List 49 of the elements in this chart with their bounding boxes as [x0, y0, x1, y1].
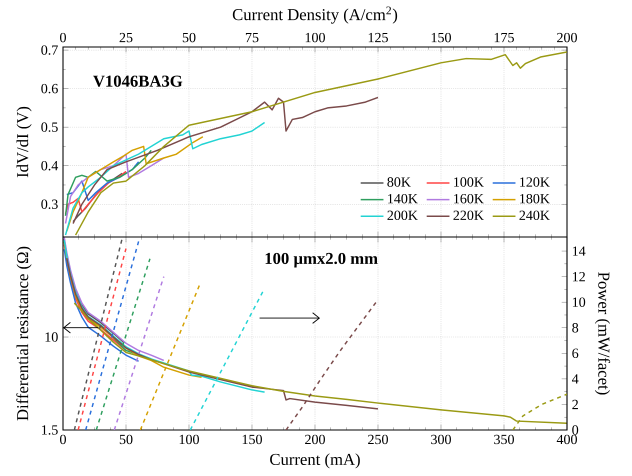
x2-tick-label: 150	[432, 32, 451, 42]
y-tick-label: 0.3	[41, 199, 58, 209]
legend-label: 200K	[387, 210, 418, 220]
y2-tick-label: 4	[572, 374, 578, 384]
x-tick-label: 300	[431, 434, 451, 444]
x-tick-label: 400	[556, 434, 577, 444]
x-tick-label: 350	[494, 434, 514, 444]
legend-label: 100K	[454, 177, 484, 187]
x-tick-label: 50	[120, 434, 132, 444]
x2-tick-label: 0	[60, 32, 66, 42]
y-tick-label: 1.5	[42, 425, 58, 435]
x-tick-label: 0	[60, 434, 66, 444]
legend-label: 80K	[387, 177, 411, 187]
legend-label: 180K	[520, 194, 550, 204]
x-tick-label: 150	[242, 434, 262, 444]
x2-axis-title: Current Density (A/cm$^{2}$)	[232, 6, 398, 24]
y2-axis-title: Power (mW/facet)	[594, 272, 610, 395]
x2-tick-label: 75	[246, 32, 258, 42]
x2-tick-label: 200	[557, 32, 577, 42]
x2-tick-label: 125	[368, 32, 388, 42]
legend-label: 120K	[520, 177, 550, 187]
x2-tick-label: 175	[494, 32, 514, 42]
annotation: 100 µmx2.0 mm	[266, 252, 378, 268]
y-tick-label: 10	[46, 332, 58, 342]
y2-tick-label: 10	[572, 297, 586, 307]
y-tick-label: 0.5	[41, 122, 58, 132]
y2-tick-label: 8	[572, 323, 578, 332]
x2-tick-label: 100	[306, 32, 325, 42]
x2-tick-label: 50	[182, 32, 196, 42]
y-tick-label: 0.6	[41, 84, 58, 94]
y-axis-title: Differential resistance (Ω)	[16, 246, 32, 420]
x-axis-title: Current (mA)	[270, 453, 360, 468]
legend-label: 140K	[388, 194, 418, 204]
y2-tick-label: 14	[572, 246, 586, 256]
y2-tick-label: 0	[572, 425, 578, 435]
annotation: V1046BA3G	[93, 76, 182, 87]
y-tick-label: 0.7	[41, 45, 58, 55]
y2-tick-label: 6	[572, 348, 578, 358]
x-tick-label: 200	[305, 434, 325, 444]
legend-label: 160K	[454, 194, 484, 204]
x2-tick-label: 25	[120, 32, 132, 42]
x-tick-label: 250	[368, 434, 388, 444]
y-tick-label: 0.4	[41, 160, 58, 170]
x-tick-label: 100	[180, 434, 199, 444]
y2-tick-label: 12	[572, 272, 585, 282]
legend-label: 240K	[519, 210, 550, 220]
legend-label: 220K	[453, 210, 484, 220]
y-axis-title: IdV/dI (V)	[16, 106, 32, 178]
y2-tick-label: 2	[572, 400, 578, 410]
